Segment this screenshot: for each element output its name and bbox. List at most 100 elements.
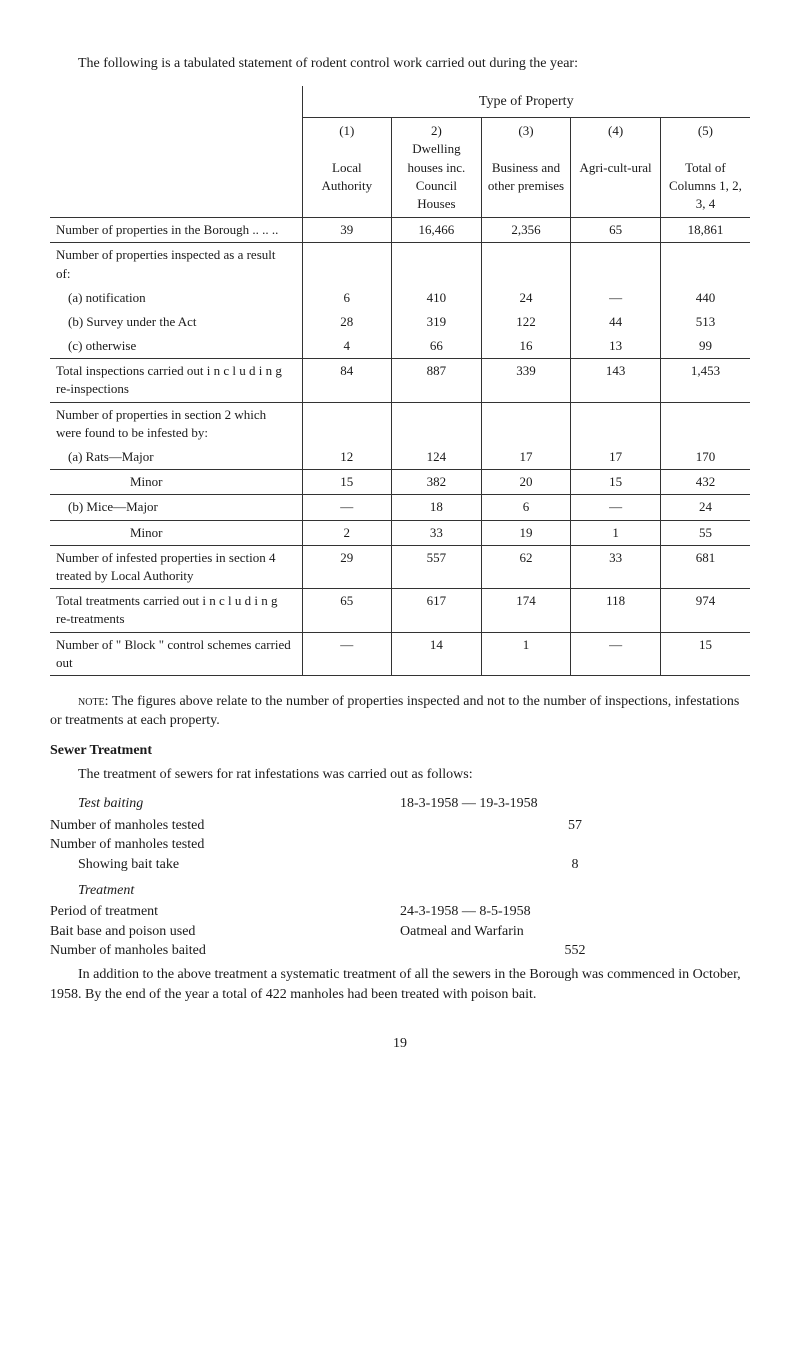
intro-text: The following is a tabulated statement o… (50, 54, 750, 74)
row-label: Minor (50, 520, 302, 545)
cell: 339 (481, 359, 571, 402)
cell: 33 (392, 520, 482, 545)
cell: 2,356 (481, 218, 571, 243)
col4-header: (4)Agri-cult-ural (571, 118, 661, 218)
cell: 681 (660, 545, 750, 588)
cell (302, 243, 392, 286)
row-label: (a) notification (50, 286, 302, 310)
cell: 62 (481, 545, 571, 588)
test-baiting-value: 18-3-1958 — 19-3-1958 (400, 788, 750, 816)
cell: 44 (571, 310, 661, 334)
cell: — (302, 495, 392, 520)
cell (571, 402, 661, 445)
cell: 15 (660, 632, 750, 675)
table-row: (a) notification641024—440 (50, 286, 750, 310)
showing-bait-label: Showing bait take (50, 855, 400, 875)
table-row: Number of infested properties in section… (50, 545, 750, 588)
cell (392, 402, 482, 445)
cell: 65 (302, 589, 392, 632)
row-label: Number of " Block " control schemes carr… (50, 632, 302, 675)
row-label: Number of properties in the Borough .. .… (50, 218, 302, 243)
cell: 1,453 (660, 359, 750, 402)
table-row: Number of properties in section 2 which … (50, 402, 750, 445)
table-row: Number of properties inspected as a resu… (50, 243, 750, 286)
cell (392, 243, 482, 286)
treatment-label: Treatment (50, 881, 750, 901)
cell: 18 (392, 495, 482, 520)
cell: 440 (660, 286, 750, 310)
cell: 13 (571, 334, 661, 359)
test-baiting-label: Test baiting (50, 794, 400, 814)
table-row: (b) Mice—Major—186—24 (50, 495, 750, 520)
cell (571, 243, 661, 286)
cell: 382 (392, 470, 482, 495)
cell: 170 (660, 445, 750, 470)
cell: 39 (302, 218, 392, 243)
row-label: Number of infested properties in section… (50, 545, 302, 588)
cell: 16 (481, 334, 571, 359)
cell: — (571, 495, 661, 520)
sewer-intro: The treatment of sewers for rat infestat… (50, 765, 750, 785)
cell (481, 402, 571, 445)
cell: 557 (392, 545, 482, 588)
row-label: (c) otherwise (50, 334, 302, 359)
rodent-table: Type of Property (1)Local Authority 2)Dw… (50, 86, 750, 676)
cell: 432 (660, 470, 750, 495)
cell: 4 (302, 334, 392, 359)
table-row: Total inspections carried out i n c l u … (50, 359, 750, 402)
cell: 174 (481, 589, 571, 632)
period-value: 24-3-1958 — 8-5-1958 (400, 902, 750, 922)
period-label: Period of treatment (50, 902, 400, 922)
cell: 24 (660, 495, 750, 520)
table-row: (c) otherwise466161399 (50, 334, 750, 359)
cell: 143 (571, 359, 661, 402)
cell: 410 (392, 286, 482, 310)
table-row: Minor153822015432 (50, 470, 750, 495)
cell (660, 402, 750, 445)
table-row: (b) Survey under the Act2831912244513 (50, 310, 750, 334)
col2-header: 2)Dwelling houses inc. Council Houses (392, 118, 482, 218)
bait-base-label: Bait base and poison used (50, 922, 400, 942)
row-label: Total inspections carried out i n c l u … (50, 359, 302, 402)
manholes-tested-value: 57 (400, 816, 750, 836)
cell: 122 (481, 310, 571, 334)
table-row: Number of properties in the Borough .. .… (50, 218, 750, 243)
cell: 20 (481, 470, 571, 495)
manholes-baited-label: Number of manholes baited (50, 941, 400, 961)
row-label: Total treatments carried out i n c l u d… (50, 589, 302, 632)
cell: 1 (571, 520, 661, 545)
manholes-tested2-label: Number of manholes tested (50, 835, 750, 855)
addendum-text: In addition to the above treatment a sys… (50, 965, 750, 1004)
cell: 124 (392, 445, 482, 470)
type-header: Type of Property (302, 86, 750, 118)
cell: 66 (392, 334, 482, 359)
table-row: (a) Rats—Major121241717170 (50, 445, 750, 470)
cell: 887 (392, 359, 482, 402)
page-number: 19 (50, 1034, 750, 1054)
cell: 513 (660, 310, 750, 334)
cell: — (302, 632, 392, 675)
cell: 17 (481, 445, 571, 470)
cell: 12 (302, 445, 392, 470)
col5-header: (5)Total of Columns 1, 2, 3, 4 (660, 118, 750, 218)
col3-header: (3)Business and other premises (481, 118, 571, 218)
cell: 33 (571, 545, 661, 588)
cell: — (571, 632, 661, 675)
cell: 15 (302, 470, 392, 495)
manholes-baited-value: 552 (400, 941, 750, 961)
cell: 55 (660, 520, 750, 545)
row-label: Minor (50, 470, 302, 495)
cell: 974 (660, 589, 750, 632)
manholes-tested-label: Number of manholes tested (50, 816, 400, 836)
cell: 29 (302, 545, 392, 588)
cell: 84 (302, 359, 392, 402)
showing-bait-value: 8 (400, 855, 750, 875)
row-label: (b) Mice—Major (50, 495, 302, 520)
cell: — (571, 286, 661, 310)
table-row: Minor23319155 (50, 520, 750, 545)
cell: 6 (302, 286, 392, 310)
bait-base-value: Oatmeal and Warfarin (400, 922, 750, 942)
cell: 14 (392, 632, 482, 675)
col1-header: (1)Local Authority (302, 118, 392, 218)
cell: 65 (571, 218, 661, 243)
